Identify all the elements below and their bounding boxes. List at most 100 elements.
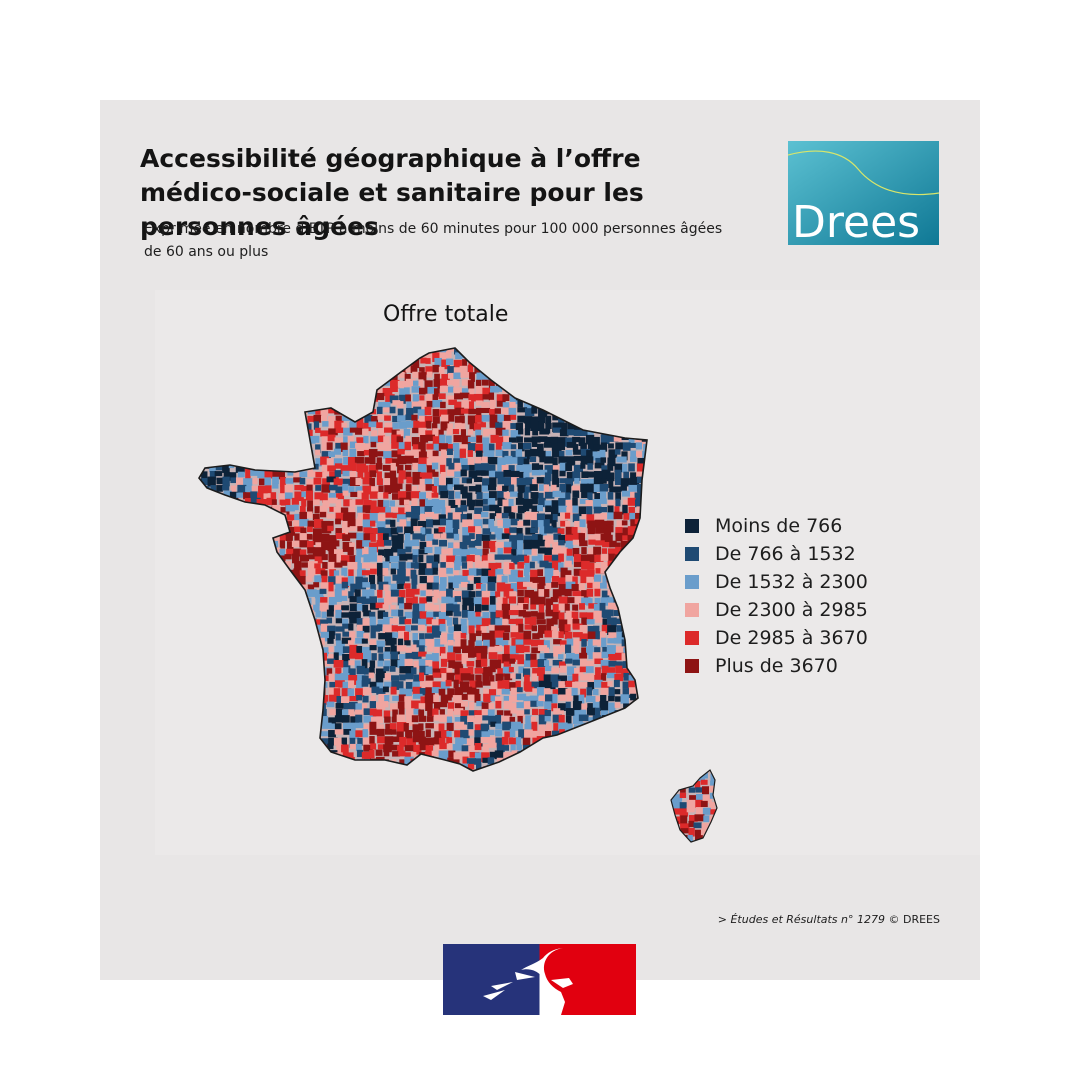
- map-cell: [221, 542, 228, 548]
- map-cell: [391, 675, 399, 681]
- map-cell: [455, 737, 464, 746]
- map-cell: [466, 478, 473, 484]
- map-cell: [592, 394, 601, 401]
- map-cell: [251, 653, 261, 660]
- map-cell: [245, 470, 251, 480]
- map-cell: [459, 681, 470, 691]
- map-cell: [614, 561, 623, 569]
- map-cell: [426, 533, 435, 541]
- map-cell: [580, 744, 587, 753]
- map-cell: [517, 554, 528, 562]
- map-cell: [348, 680, 355, 691]
- map-cell: [501, 688, 510, 695]
- map-cell: [398, 707, 405, 717]
- map-cell: [686, 773, 694, 783]
- map-cell: [314, 556, 323, 564]
- map-cell: [319, 511, 327, 518]
- map-cell: [314, 575, 322, 583]
- map-cell: [467, 561, 473, 571]
- map-cell: [644, 681, 647, 687]
- map-cell: [202, 520, 213, 526]
- map-cell: [250, 723, 256, 730]
- map-cell: [454, 401, 462, 410]
- map-cell: [348, 709, 355, 718]
- map-cell: [245, 617, 255, 624]
- map-cell: [496, 582, 506, 592]
- map-cell: [643, 352, 647, 359]
- map-cell: [320, 582, 331, 590]
- map-cell: [315, 471, 325, 478]
- map-cell: [327, 351, 334, 360]
- map-cell: [580, 448, 591, 458]
- map-cell: [600, 533, 610, 543]
- map-cell: [508, 574, 517, 582]
- map-cell: [529, 387, 539, 394]
- map-cell: [510, 632, 520, 638]
- map-cell: [523, 380, 533, 386]
- map-cell: [271, 534, 281, 544]
- map-cell: [517, 589, 524, 597]
- map-cell: [594, 554, 604, 563]
- map-cell: [467, 694, 477, 702]
- map-cell: [209, 470, 217, 480]
- map-cell: [333, 660, 344, 668]
- map-cell: [285, 478, 294, 484]
- map-cell: [201, 532, 208, 543]
- map-cell: [263, 715, 273, 723]
- map-cell: [385, 555, 391, 564]
- map-cell: [593, 625, 600, 634]
- map-cell: [453, 624, 462, 632]
- map-cell: [481, 414, 490, 422]
- map-cell: [607, 743, 614, 752]
- map-cell: [264, 408, 275, 419]
- map-cell: [432, 625, 442, 636]
- map-cell: [460, 486, 468, 495]
- map-cell: [210, 457, 217, 465]
- map-cell: [265, 609, 276, 620]
- map-cell: [203, 420, 210, 429]
- map-cell: [509, 348, 519, 353]
- map-cell: [637, 681, 647, 688]
- map-cell: [287, 736, 294, 744]
- map-cell: [375, 749, 383, 756]
- map-cell: [223, 547, 234, 555]
- map-cell: [357, 674, 366, 682]
- map-cell: [482, 680, 493, 686]
- map-cell: [404, 602, 412, 610]
- map-cell: [446, 694, 452, 701]
- map-cell: [523, 639, 533, 645]
- map-cell: [320, 716, 329, 726]
- map-cell: [356, 532, 365, 541]
- map-cell: [322, 472, 328, 481]
- map-cell: [628, 401, 636, 407]
- map-cell: [363, 449, 371, 456]
- map-cell: [250, 560, 260, 570]
- map-cell: [216, 686, 224, 694]
- map-cell: [403, 352, 413, 361]
- map-cell: [278, 443, 286, 453]
- map-cell: [357, 451, 365, 457]
- map-cell: [644, 548, 647, 554]
- map-cell: [460, 500, 467, 506]
- map-cell: [222, 556, 228, 567]
- map-cell: [199, 422, 206, 430]
- map-cell: [467, 666, 474, 675]
- map-cell: [671, 809, 673, 819]
- map-cell: [432, 436, 442, 444]
- map-cell: [202, 640, 208, 650]
- map-cell: [382, 533, 389, 543]
- map-cell: [328, 687, 339, 697]
- map-cell: [489, 513, 495, 521]
- map-cell: [209, 348, 219, 352]
- map-cell: [434, 638, 445, 647]
- map-cell: [595, 667, 601, 676]
- map-cell: [446, 348, 456, 352]
- map-cell: [343, 456, 350, 465]
- map-cell: [488, 715, 497, 725]
- map-cell: [342, 415, 352, 421]
- map-cell: [474, 561, 483, 568]
- map-cell: [439, 701, 448, 708]
- map-cell: [482, 632, 492, 642]
- map-cell: [630, 472, 639, 479]
- map-cell: [413, 526, 423, 532]
